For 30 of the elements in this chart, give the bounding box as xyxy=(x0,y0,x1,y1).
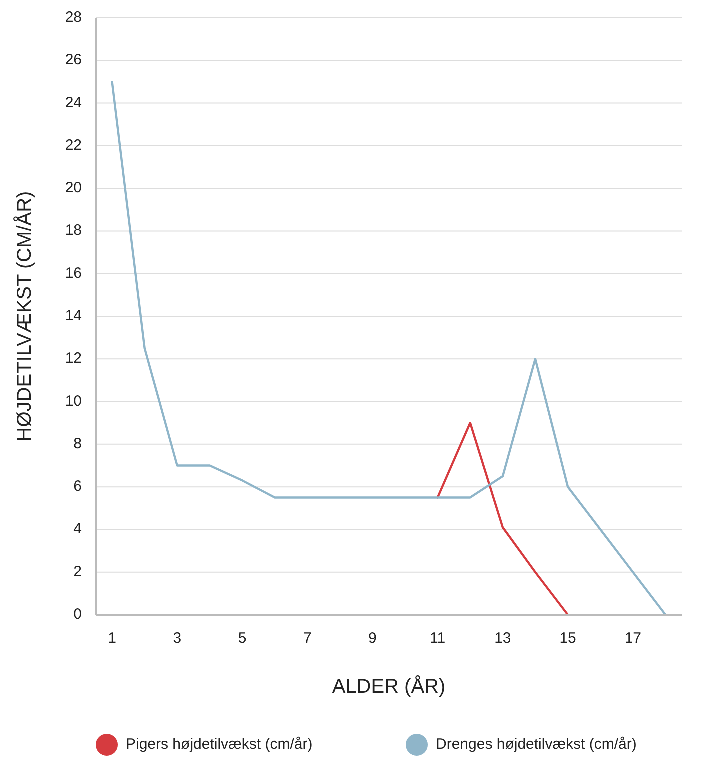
x-axis-title: ALDER (ÅR) xyxy=(332,675,446,698)
x-tick-label: 9 xyxy=(368,630,377,647)
y-tick-label: 12 xyxy=(65,350,82,368)
x-tick-label: 1 xyxy=(108,630,116,647)
x-tick-label: 13 xyxy=(494,630,512,647)
x-tick-label: 15 xyxy=(560,630,576,647)
x-tick-label: 3 xyxy=(173,630,182,647)
x-tick-label: 7 xyxy=(303,630,312,647)
line-series xyxy=(436,422,570,616)
y-tick-label: 14 xyxy=(65,307,82,324)
legend-label: Pigers højdetilvækst (cm/år) xyxy=(126,736,313,753)
y-tick-label: 0 xyxy=(74,606,82,623)
y-tick-label: 24 xyxy=(65,94,82,112)
legend-label: Drenges højdetilvækst (cm/år) xyxy=(436,736,637,753)
y-tick-label: 6 xyxy=(74,478,82,496)
y-tick-label: 28 xyxy=(65,8,82,26)
y-tick-label: 16 xyxy=(65,264,82,282)
y-tick-label: 20 xyxy=(65,180,82,197)
x-tick-label: 17 xyxy=(624,630,642,647)
y-axis-title: HØJDETILVÆKST (CM/ÅR) xyxy=(13,191,36,442)
y-tick-label: 22 xyxy=(65,136,82,154)
y-tick-label: 18 xyxy=(65,222,82,240)
x-tick-label: 5 xyxy=(238,630,247,647)
line-series xyxy=(111,80,667,616)
y-tick-label: 2 xyxy=(74,563,82,580)
y-tick-label: 26 xyxy=(65,52,82,69)
x-tick-label: 11 xyxy=(430,630,446,647)
y-tick-label: 8 xyxy=(74,435,82,452)
y-tick-label: 4 xyxy=(74,520,82,538)
y-tick-label: 10 xyxy=(65,392,82,410)
